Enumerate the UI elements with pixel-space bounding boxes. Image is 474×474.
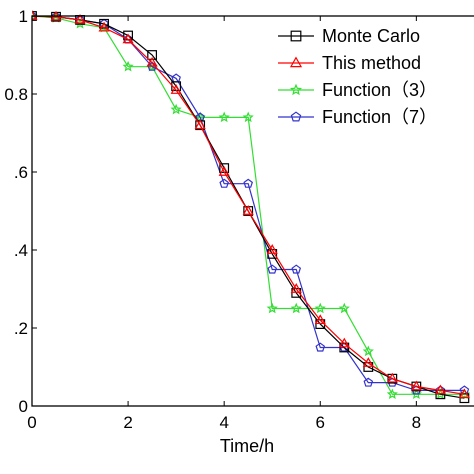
- data-point-triangle: [362, 357, 374, 367]
- data-point-triangle: [410, 380, 422, 391]
- data-point-star: [314, 302, 326, 314]
- x-axis-title: Time/h: [220, 436, 274, 456]
- data-point-triangle: [242, 205, 254, 215]
- y-tick-label: 0: [19, 397, 28, 416]
- y-tick-label: .2: [14, 319, 28, 338]
- data-point-triangle: [194, 119, 206, 130]
- x-tick-label: 0: [27, 413, 36, 432]
- legend-label: This method: [322, 53, 421, 73]
- legend-entry: Monte Carlo: [278, 26, 420, 46]
- y-tick-label: .6: [14, 163, 28, 182]
- series-line: [32, 15, 465, 395]
- plot-frame: [31, 15, 474, 407]
- legend-label: Function（7）: [322, 107, 437, 127]
- legend-label: Monte Carlo: [322, 26, 420, 46]
- data-point-triangle: [74, 13, 86, 24]
- data-point-triangle: [290, 283, 302, 293]
- x-tick-label: 6: [316, 413, 325, 432]
- legend-label: Function（3）: [322, 80, 437, 100]
- data-point-star: [122, 60, 134, 72]
- data-point-star: [218, 111, 230, 123]
- series-layer: [32, 10, 470, 404]
- data-point-star: [290, 302, 302, 314]
- data-point-star: [386, 388, 398, 400]
- ticks-layer: 0 2 4 6 8 0 .2 .4 .6 0.8 1: [4, 7, 421, 432]
- data-point-star: [362, 345, 374, 357]
- data-point-pentagon: [219, 178, 229, 188]
- data-point-triangle: [146, 56, 158, 67]
- legend-entry: This method: [278, 53, 421, 73]
- data-point-star: [266, 302, 278, 314]
- data-point-triangle: [314, 314, 326, 325]
- data-point-star: [242, 111, 254, 123]
- legend: Monte Carlo This method Function（3） Functio…: [278, 26, 437, 127]
- data-point-triangle: [386, 372, 398, 383]
- data-point-star: [338, 302, 350, 314]
- data-point-star: [289, 83, 303, 96]
- data-point-star: [170, 103, 182, 115]
- series-1: [32, 10, 470, 399]
- y-tick-label: 1: [19, 7, 28, 26]
- data-point-pentagon: [363, 377, 374, 387]
- data-point-triangle: [218, 166, 230, 176]
- y-tick-label: .4: [14, 241, 28, 260]
- data-point-pentagon: [291, 264, 302, 274]
- legend-entry: Function（3）: [278, 80, 437, 100]
- data-point-pentagon: [290, 111, 302, 122]
- data-point-pentagon: [267, 264, 278, 274]
- data-point-square: [147, 50, 158, 60]
- data-point-triangle: [434, 384, 446, 395]
- data-point-pentagon: [32, 10, 37, 21]
- data-point-triangle: [170, 84, 182, 94]
- data-point-triangle: [266, 244, 278, 254]
- data-point-pentagon: [243, 178, 253, 188]
- data-point-triangle: [98, 21, 110, 32]
- data-point-triangle: [458, 388, 470, 399]
- data-point-triangle: [338, 337, 350, 348]
- data-point-triangle: [289, 56, 303, 68]
- x-tick-label: 8: [412, 413, 421, 432]
- data-point-triangle: [32, 10, 38, 20]
- x-tick-label: 2: [123, 413, 132, 432]
- y-tick-label: 0.8: [4, 85, 28, 104]
- data-point-pentagon: [315, 342, 326, 352]
- legend-entry: Function（7）: [278, 107, 437, 127]
- data-point-square: [290, 30, 302, 42]
- data-point-triangle: [122, 33, 134, 44]
- x-tick-label: 4: [219, 413, 228, 432]
